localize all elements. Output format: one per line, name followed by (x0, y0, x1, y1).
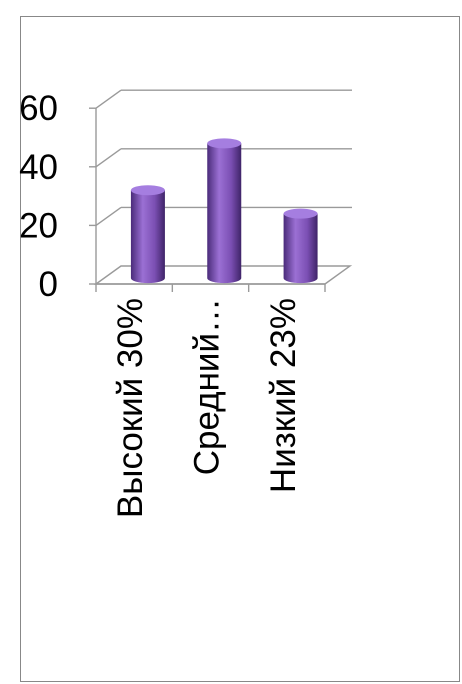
gridline-side (95, 206, 122, 226)
gridline-side (95, 148, 122, 168)
y-tick-label: 40 (19, 148, 58, 187)
category-label: Средний… (188, 298, 227, 475)
chart-frame (20, 16, 460, 682)
gridline-side (95, 89, 122, 109)
category-label: Низкий 23% (264, 298, 303, 493)
y-tick-label: 60 (19, 89, 58, 128)
y-tick-label: 20 (19, 206, 58, 245)
bar-top (207, 138, 242, 149)
bar-body (130, 190, 165, 284)
y-tick-labels: 0 20 40 60 (19, 89, 58, 304)
y-axis (89, 107, 97, 285)
category-label: Высокий 30% (111, 298, 150, 518)
x-axis (95, 283, 326, 292)
category-labels: Высокий 30% Средний… Низкий 23% (111, 298, 303, 518)
bar-top (130, 185, 165, 196)
bar (207, 138, 242, 284)
bar-body (283, 213, 318, 284)
bar (130, 185, 165, 284)
bars (130, 138, 318, 284)
y-tick-label: 0 (39, 265, 58, 304)
bar-top (283, 208, 318, 219)
bar-body (207, 143, 242, 284)
bar (283, 208, 318, 284)
